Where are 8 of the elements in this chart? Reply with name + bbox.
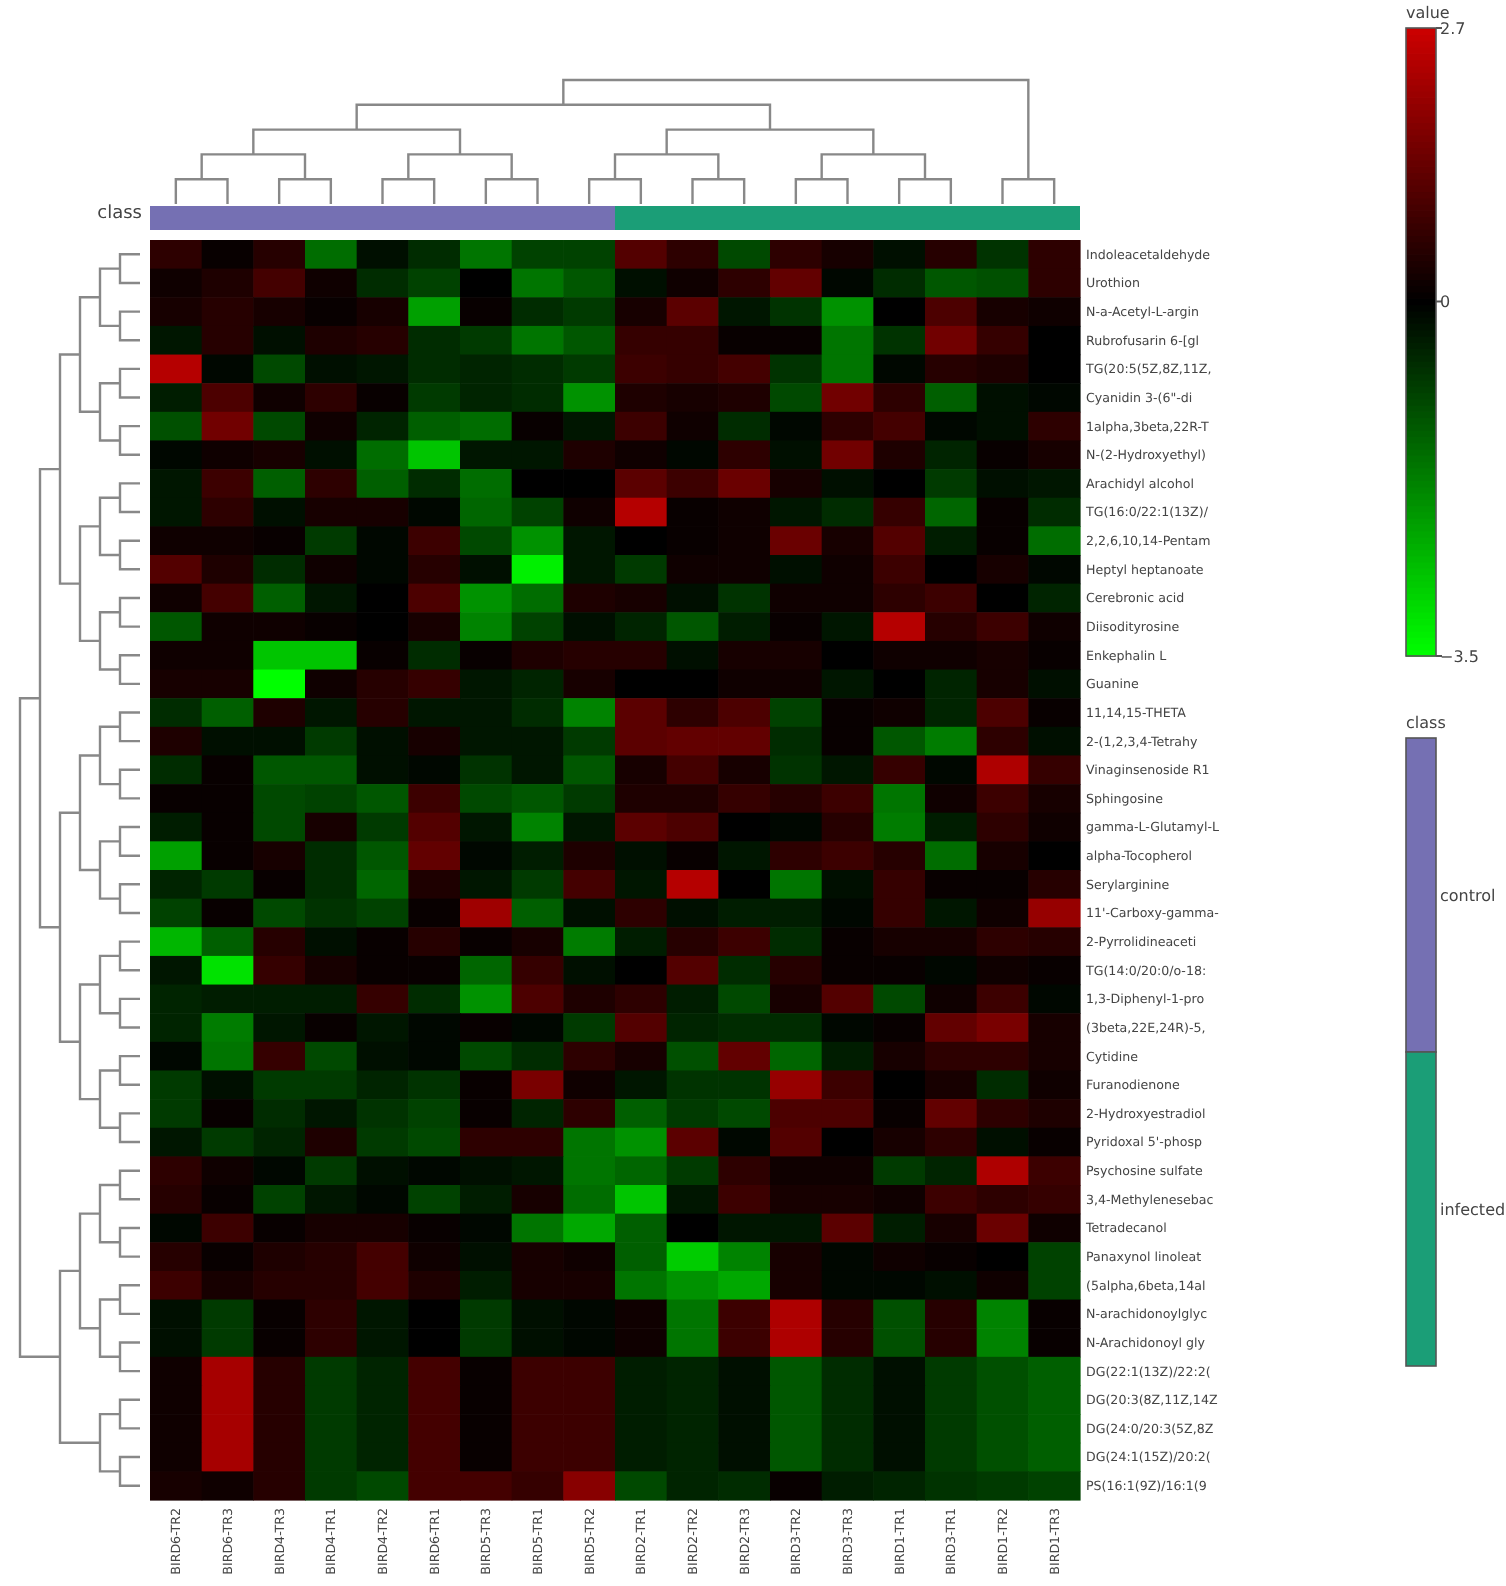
color-bar-label: −3.5 xyxy=(1440,647,1479,666)
chart-title: class xyxy=(1406,714,1446,732)
color-bar-label: 2.7 xyxy=(1440,19,1466,38)
text: infected xyxy=(1440,1200,1506,1219)
text: class xyxy=(97,204,143,224)
text: control xyxy=(1440,886,1496,905)
color-bar-title: value xyxy=(1406,4,1450,22)
color-bar-label: 0 xyxy=(1440,293,1451,312)
